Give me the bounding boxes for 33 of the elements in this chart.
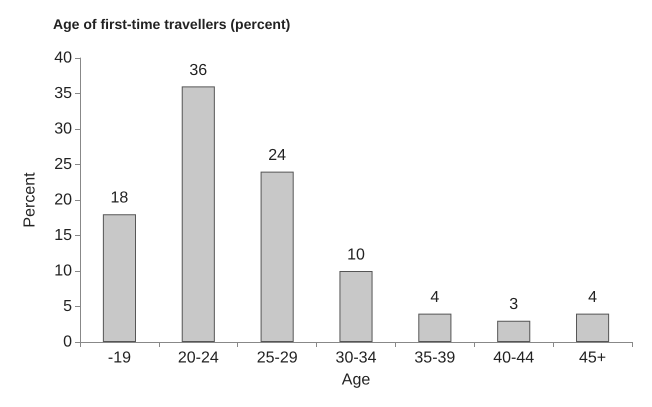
bar [260, 172, 294, 342]
bar [102, 214, 136, 342]
y-tick-label: 25 [54, 156, 72, 173]
bar [182, 86, 215, 342]
bar [339, 271, 373, 342]
x-tick-label: 45+ [579, 350, 606, 366]
chart-title: Age of first-time travellers (percent) [53, 16, 290, 32]
data-label: 24 [268, 147, 286, 164]
bar [418, 314, 452, 342]
x-axis-title: Age [342, 372, 370, 388]
y-tick-label: 10 [54, 262, 72, 280]
y-tick-label: 40 [54, 50, 72, 66]
data-label: 4 [430, 289, 440, 306]
y-tick-label: 15 [54, 227, 72, 244]
y-tick-label: 0 [63, 334, 72, 350]
x-tick-label: 20-24 [178, 350, 219, 366]
x-tick-label: -19 [108, 350, 132, 366]
x-tick-label: 30-34 [336, 350, 377, 366]
x-tick-label: 25-29 [256, 350, 298, 366]
data-label: 3 [509, 296, 518, 314]
data-label: 4 [588, 289, 598, 306]
data-label: 18 [110, 190, 128, 207]
y-tick-label: 5 [63, 298, 72, 315]
y-tick-label: 20 [54, 192, 72, 208]
x-tick-label: 40-44 [493, 350, 534, 366]
x-tick-label: 35-39 [414, 350, 456, 366]
y-axis-title: Percent [22, 172, 38, 228]
bar [497, 320, 530, 342]
data-label: 10 [347, 246, 365, 264]
y-tick-label: 35 [54, 85, 72, 102]
data-label: 36 [189, 62, 208, 79]
bar [576, 314, 610, 342]
y-tick-label: 30 [54, 120, 72, 138]
